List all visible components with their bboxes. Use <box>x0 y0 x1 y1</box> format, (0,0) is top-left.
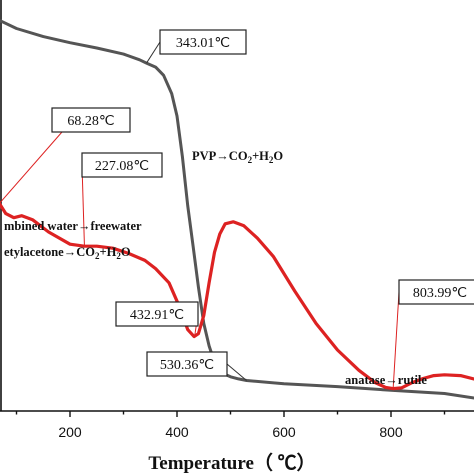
callout: 68.28℃ <box>0 107 131 204</box>
callout: 530.36℃ <box>146 351 247 381</box>
callout: 227.08℃ <box>81 152 163 247</box>
callout-leader <box>226 363 247 381</box>
axes: 200 400 600 800 <box>0 0 474 440</box>
callout: 343.01℃ <box>146 29 247 64</box>
reaction-annotation: mbined water→freewater <box>4 219 142 233</box>
callouts: 343.01℃ 68.28℃ 227.08℃ 432.91℃ 530.36℃ 803.99… <box>0 29 474 389</box>
dsc-curve <box>0 200 474 391</box>
x-tick-label: 600 <box>272 424 296 440</box>
callout-label: 803.99℃ <box>413 286 467 301</box>
x-tick-label: 800 <box>379 424 403 440</box>
callout-label: 68.28℃ <box>67 114 114 129</box>
x-tick-label: 200 <box>58 424 82 440</box>
callout-label: 227.08℃ <box>95 159 149 174</box>
callout-leader <box>392 291 400 389</box>
callout-box <box>115 301 199 327</box>
callout-leader <box>0 131 63 204</box>
reaction-annotation: etylacetone→CO2+H2O <box>4 245 131 261</box>
tg-curve <box>0 18 474 400</box>
callout-box <box>159 29 247 55</box>
callout-leader <box>146 41 161 64</box>
reaction-annotation: PVP→CO2+H2O <box>192 149 283 165</box>
annotations: PVP→CO2+H2O mbined water→freewater etylace… <box>4 149 427 387</box>
callout-label: 530.36℃ <box>160 358 214 373</box>
callout-box <box>81 152 163 178</box>
callout-box <box>398 279 474 305</box>
curves <box>0 18 474 400</box>
callout-label: 432.91℃ <box>130 308 184 323</box>
callout-box <box>51 107 131 133</box>
x-axis-label: Temperature（ ℃） <box>148 451 315 474</box>
callout-leader <box>81 164 85 247</box>
callout: 432.91℃ <box>115 301 199 337</box>
callout-box <box>146 351 228 377</box>
reaction-annotation: anatase→rutile <box>345 373 427 387</box>
x-tick-label: 400 <box>165 424 189 440</box>
callout-label: 343.01℃ <box>176 36 230 51</box>
callout: 803.99℃ <box>392 279 474 389</box>
